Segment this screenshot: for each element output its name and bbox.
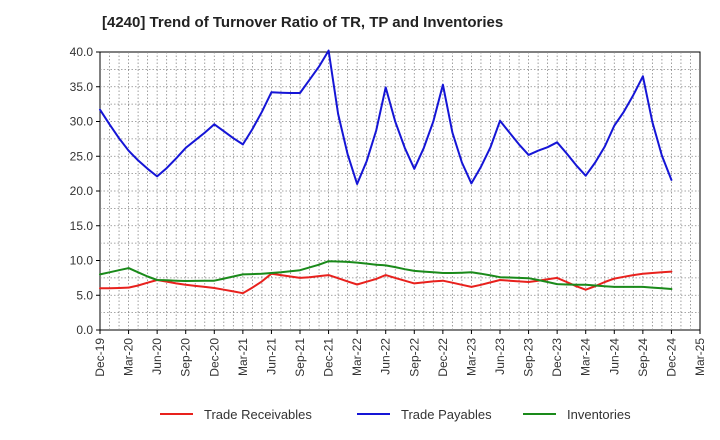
x-tick-label: Dec-24 [664, 338, 678, 377]
x-tick-label: Jun-22 [379, 338, 393, 375]
y-tick-label: 0.0 [76, 323, 93, 337]
x-tick-label: Dec-21 [322, 338, 336, 377]
y-tick-label: 35.0 [70, 80, 94, 94]
legend-label-inventories: Inventories [567, 407, 631, 422]
x-tick-label: Dec-20 [207, 338, 221, 377]
x-axis: Dec-19 Mar-20 Jun-20 Sep-20 Dec-20 Mar-21 Jun-… [93, 330, 707, 377]
legend-label-trade-payables: Trade Payables [401, 407, 492, 422]
x-tick-label: Mar-21 [236, 338, 250, 376]
x-tick-label: Dec-19 [93, 338, 107, 377]
x-tick-label: Mar-22 [350, 338, 364, 376]
plot-area [99, 51, 701, 331]
x-tick-label: Sep-22 [407, 338, 421, 377]
grid-lines [100, 52, 700, 330]
y-tick-label: 40.0 [70, 45, 94, 59]
x-tick-label: Sep-24 [636, 338, 650, 377]
y-tick-label: 10.0 [70, 254, 94, 268]
y-tick-label: 15.0 [70, 219, 94, 233]
x-tick-label: Sep-20 [179, 338, 193, 377]
legend: Trade Receivables Trade Payables Inventori… [160, 407, 631, 422]
y-axis: 0.0 5.0 10.0 15.0 20.0 25.0 30.0 35.0 40.0 [70, 45, 100, 337]
chart-title: [4240] Trend of Turnover Ratio of TR, TP… [102, 14, 504, 31]
x-tick-label: Jun-24 [607, 338, 621, 375]
x-tick-label: Jun-23 [493, 338, 507, 375]
x-tick-label: Mar-25 [693, 338, 707, 376]
y-tick-label: 30.0 [70, 115, 94, 129]
x-tick-label: Jun-20 [150, 338, 164, 375]
y-tick-label: 20.0 [70, 184, 94, 198]
x-tick-label: Mar-24 [579, 338, 593, 376]
series-lines [99, 49, 673, 295]
series-line-inventories [99, 260, 673, 290]
series-line-trade-receivables [99, 270, 673, 295]
series-line-trade-payables [99, 49, 673, 185]
x-tick-label: Sep-23 [522, 338, 536, 377]
x-tick-label: Dec-23 [550, 338, 564, 377]
x-tick-label: Jun-21 [264, 338, 278, 375]
y-tick-label: 25.0 [70, 149, 94, 163]
x-tick-label: Mar-20 [122, 338, 136, 376]
x-tick-label: Sep-21 [293, 338, 307, 377]
legend-label-trade-receivables: Trade Receivables [204, 407, 312, 422]
x-tick-label: Dec-22 [436, 338, 450, 377]
x-tick-label: Mar-23 [464, 338, 478, 376]
y-tick-label: 5.0 [76, 288, 93, 302]
